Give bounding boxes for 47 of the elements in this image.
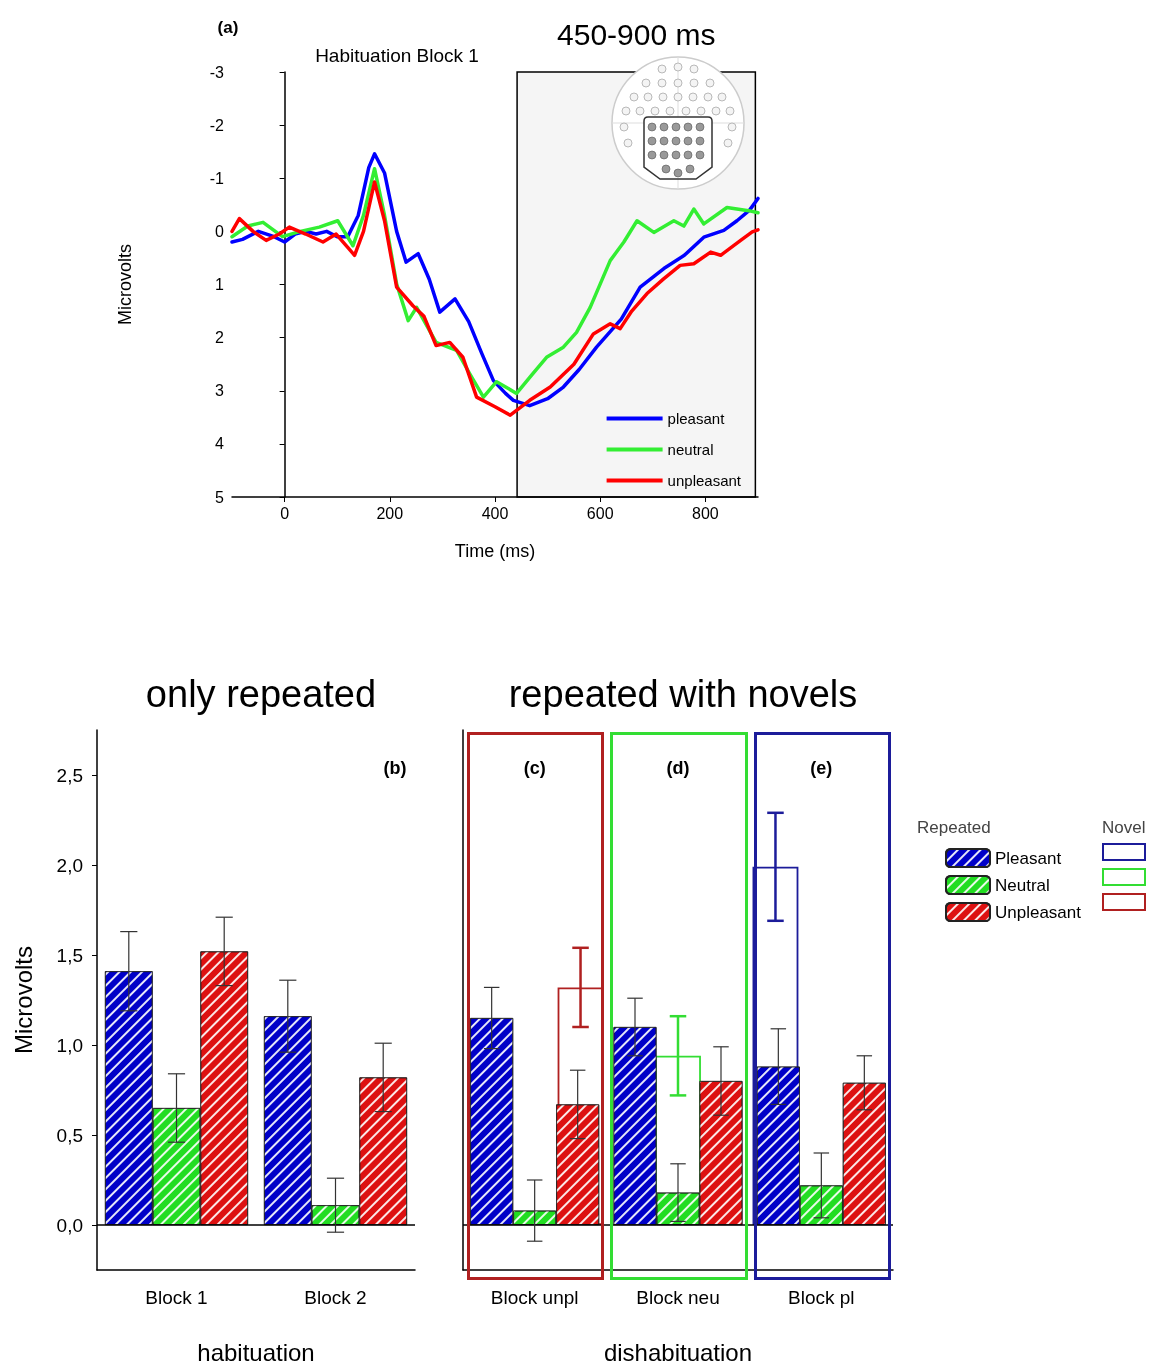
y-tick-label: 2,0	[56, 854, 83, 876]
x-tick-label: 800	[692, 504, 719, 522]
legend-label: pleasant	[667, 410, 726, 427]
y-tick-label: 2,5	[56, 764, 83, 786]
legend-label: Unpleasant	[995, 902, 1082, 922]
y-tick-label: -3	[209, 63, 225, 81]
y-tick-label: 2	[215, 329, 225, 347]
y-tick-label: 5	[215, 488, 225, 506]
legend-title: Repeated	[917, 817, 991, 837]
x-tick-label: 0	[280, 504, 290, 522]
x-tick-label: Block 1	[145, 1287, 208, 1308]
annotation: (e)	[810, 758, 833, 778]
y-axis-title: Microvolts	[115, 243, 135, 326]
y-axis-title: Microvolts	[9, 945, 37, 1055]
y-tick-label: 3	[215, 382, 225, 400]
text: Novel	[1102, 817, 1146, 837]
x-axis-title: habituation	[197, 1338, 315, 1366]
x-tick-label: 400	[481, 504, 509, 522]
legend-label: Neutral	[995, 875, 1050, 895]
x-axis-title: Time (ms)	[454, 541, 536, 561]
y-tick-label: 4	[215, 435, 225, 453]
chart-title: only repeated	[145, 673, 377, 715]
x-tick-label: Block 2	[304, 1287, 367, 1308]
annotation: (b)	[383, 758, 407, 778]
legend-label: Pleasant	[995, 848, 1062, 868]
x-tick-label: 600	[586, 504, 614, 522]
x-tick-label: Block neu	[636, 1287, 720, 1308]
x-tick-label: 200	[376, 504, 404, 522]
legend-label: neutral	[667, 441, 714, 458]
x-tick-label: Block unpl	[490, 1287, 579, 1308]
y-tick-label: -1	[209, 169, 225, 187]
chart-title: repeated with novels	[508, 673, 858, 715]
y-tick-label: 1,5	[56, 944, 83, 966]
band-label: 450-900 ms	[557, 17, 716, 51]
y-tick-label: 0,0	[56, 1214, 83, 1236]
y-tick-label: -2	[209, 116, 225, 134]
x-axis-title: dishabituation	[603, 1338, 753, 1366]
y-tick-label: 1,0	[56, 1034, 83, 1056]
y-tick-label: 0,5	[56, 1124, 83, 1146]
annotation: (c)	[523, 758, 546, 778]
legend-label: unpleasant	[667, 472, 742, 489]
text: Habituation Block 1	[315, 44, 479, 66]
text: (a)	[217, 17, 239, 37]
x-tick-label: Block pl	[788, 1287, 855, 1308]
y-tick-label: 0	[215, 222, 225, 240]
annotation: (d)	[666, 758, 690, 778]
y-tick-label: 1	[215, 276, 225, 293]
